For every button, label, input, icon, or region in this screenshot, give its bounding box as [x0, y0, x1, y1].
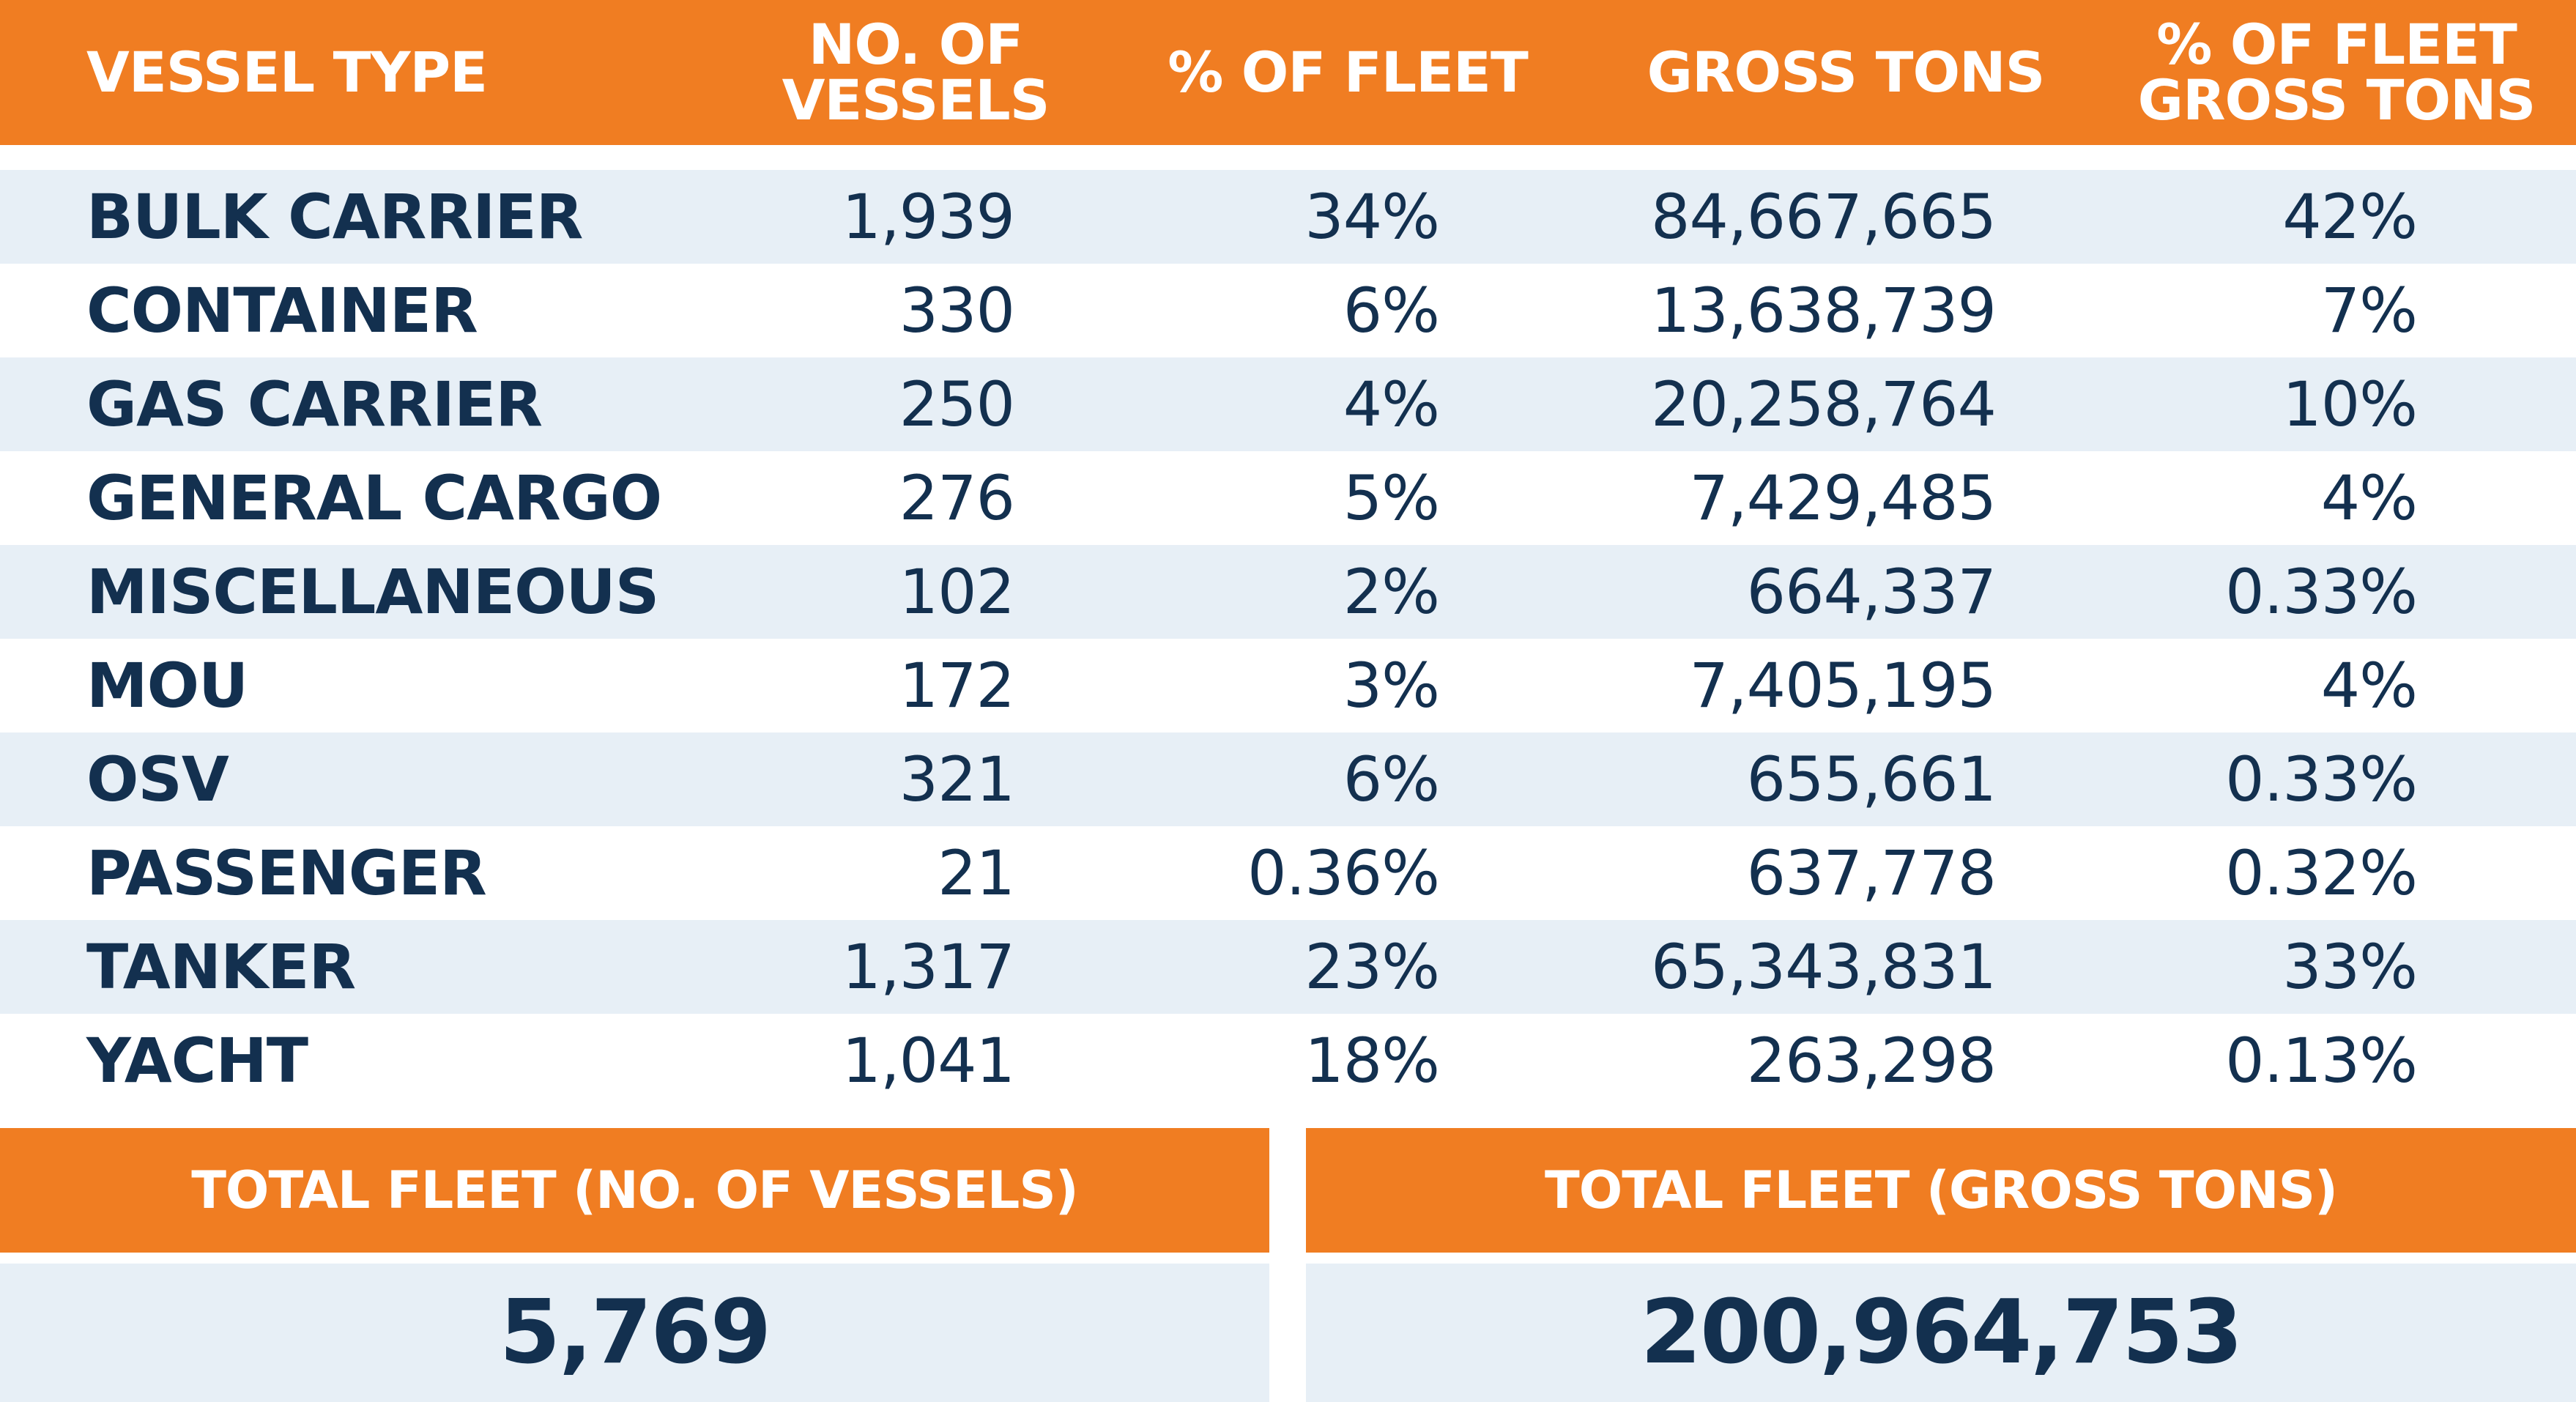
table-row: MISCELLANEOUS 102 2% 664,337 0.33% [0, 545, 2576, 639]
table-row: CONTAINER 330 6% 13,638,739 7% [0, 264, 2576, 357]
vessel-type-cell: CONTAINER [86, 275, 478, 346]
table-row: BULK CARRIER 1,939 34% 84,667,665 42% [0, 170, 2576, 264]
percent-of-fleet-cell: 6% [1343, 743, 1440, 815]
percent-of-fleet-gross-tons-cell: 0.33% [2225, 743, 2418, 815]
percent-of-fleet-gross-tons-cell: 4% [2320, 650, 2418, 722]
percent-of-fleet-cell: 4% [1343, 368, 1440, 440]
table-body: BULK CARRIER 1,939 34% 84,667,665 42% CONTAIN… [0, 170, 2576, 1108]
gross-tons-cell: 7,429,485 [1689, 462, 1997, 534]
no-of-vessels-cell: 276 [899, 462, 1015, 534]
total-gross-tons-label: TOTAL FLEET (GROSS TONS) [1306, 1128, 2576, 1253]
total-vessels-value: 5,769 [0, 1264, 1269, 1402]
no-of-vessels-cell: 250 [899, 368, 1015, 440]
percent-of-fleet-gross-tons-cell: 42% [2282, 181, 2418, 253]
percent-of-fleet-gross-tons-cell: 33% [2282, 931, 2418, 1003]
vessel-type-cell: PASSENGER [86, 837, 487, 909]
vessel-type-cell: MISCELLANEOUS [86, 556, 659, 628]
table-row: OSV 321 6% 655,661 0.33% [0, 732, 2576, 826]
no-of-vessels-cell: 102 [899, 556, 1015, 628]
header-no-of-vessels: NO. OF VESSELS [782, 12, 1050, 133]
percent-of-fleet-gross-tons-cell: 0.13% [2225, 1025, 2418, 1097]
gross-tons-cell: 7,405,195 [1689, 650, 1997, 722]
no-of-vessels-cell: 330 [899, 275, 1015, 346]
percent-of-fleet-cell: 18% [1304, 1025, 1440, 1097]
header-percent-of-fleet-gross-tons: % OF FLEET GROSS TONS [2137, 12, 2536, 133]
percent-of-fleet-cell: 3% [1343, 650, 1440, 722]
table-row: YACHT 1,041 18% 263,298 0.13% [0, 1014, 2576, 1108]
percent-of-fleet-gross-tons-cell: 10% [2282, 368, 2418, 440]
vessel-type-cell: GAS CARRIER [86, 368, 543, 440]
percent-of-fleet-cell: 0.36% [1247, 837, 1440, 909]
vessel-type-cell: BULK CARRIER [86, 181, 583, 253]
vessel-type-cell: YACHT [86, 1025, 308, 1097]
vessel-type-cell: TANKER [86, 931, 356, 1003]
percent-of-fleet-gross-tons-cell: 0.33% [2225, 556, 2418, 628]
percent-of-fleet-cell: 34% [1304, 181, 1440, 253]
percent-of-fleet-cell: 6% [1343, 275, 1440, 346]
gross-tons-cell: 263,298 [1746, 1025, 1997, 1097]
percent-of-fleet-cell: 2% [1343, 556, 1440, 628]
gross-tons-cell: 664,337 [1746, 556, 1997, 628]
gross-tons-cell: 65,343,831 [1651, 931, 1997, 1003]
header-percent-of-fleet: % OF FLEET [1168, 40, 1529, 105]
gross-tons-cell: 13,638,739 [1651, 275, 1997, 346]
header-vessel-type: VESSEL TYPE [86, 40, 488, 105]
table-row: TANKER 1,317 23% 65,343,831 33% [0, 920, 2576, 1014]
gross-tons-cell: 655,661 [1746, 743, 1997, 815]
no-of-vessels-cell: 21 [938, 837, 1015, 909]
percent-of-fleet-cell: 5% [1343, 462, 1440, 534]
gross-tons-cell: 20,258,764 [1651, 368, 1997, 440]
header-gross-tons: GROSS TONS [1647, 40, 2046, 105]
percent-of-fleet-gross-tons-cell: 0.32% [2225, 837, 2418, 909]
vessel-type-cell: GENERAL CARGO [86, 462, 662, 534]
percent-of-fleet-gross-tons-cell: 7% [2320, 275, 2418, 346]
no-of-vessels-cell: 1,939 [842, 181, 1015, 253]
total-gross-tons-value: 200,964,753 [1306, 1264, 2576, 1402]
table-header: VESSEL TYPE NO. OF VESSELS % OF FLEET GR… [0, 0, 2576, 145]
vessel-type-cell: MOU [86, 650, 248, 722]
gross-tons-cell: 84,667,665 [1651, 181, 1997, 253]
percent-of-fleet-gross-tons-cell: 4% [2320, 462, 2418, 534]
vessel-type-cell: OSV [86, 743, 229, 815]
table-row: GENERAL CARGO 276 5% 7,429,485 4% [0, 451, 2576, 545]
gross-tons-cell: 637,778 [1746, 837, 1997, 909]
table-row: MOU 172 3% 7,405,195 4% [0, 639, 2576, 732]
no-of-vessels-cell: 321 [899, 743, 1015, 815]
table-row: PASSENGER 21 0.36% 637,778 0.32% [0, 826, 2576, 920]
total-vessels-label: TOTAL FLEET (NO. OF VESSELS) [0, 1128, 1269, 1253]
table-row: GAS CARRIER 250 4% 20,258,764 10% [0, 357, 2576, 451]
percent-of-fleet-cell: 23% [1304, 931, 1440, 1003]
no-of-vessels-cell: 172 [899, 650, 1015, 722]
no-of-vessels-cell: 1,317 [842, 931, 1015, 1003]
no-of-vessels-cell: 1,041 [842, 1025, 1015, 1097]
